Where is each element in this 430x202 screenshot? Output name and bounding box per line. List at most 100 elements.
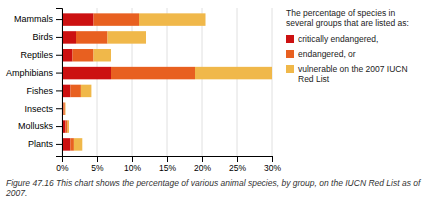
bar-series — [63, 13, 195, 150]
legend-swatch — [286, 35, 294, 43]
text-line: Figure 47.16 This chart shows the percen… — [6, 178, 422, 188]
grid — [62, 8, 272, 156]
bar — [63, 103, 64, 115]
bar — [76, 31, 108, 43]
text-line: 2007. — [5, 188, 27, 198]
bar — [81, 85, 92, 97]
x-tick-label: 20% — [194, 163, 211, 173]
bar-series — [65, 13, 272, 150]
y-tick-label: Fishes — [26, 86, 53, 96]
x-tick: 0% — [56, 156, 69, 173]
x-axis: 0%5%10%15%20%25%30% — [56, 156, 281, 173]
legend-text-group: critically endangered, — [298, 34, 378, 44]
legend-label: critically endangered, — [298, 34, 378, 44]
y-tick-mark — [56, 108, 62, 109]
x-tick-mark — [132, 156, 133, 162]
y-tick-mark — [56, 55, 62, 56]
bar — [62, 49, 73, 61]
y-tick: Fishes — [26, 86, 62, 96]
y-tick: Amphibians — [6, 68, 62, 78]
bar — [62, 67, 111, 79]
bar — [66, 120, 68, 132]
y-tick-mark — [56, 37, 62, 38]
legend-swatch — [286, 65, 294, 73]
y-tick: Plants — [28, 139, 62, 149]
y-tick-mark — [56, 19, 62, 20]
bar — [139, 13, 206, 25]
x-tick: 30% — [264, 156, 281, 173]
x-tick-mark — [202, 156, 203, 162]
y-tick-label: Amphibians — [6, 68, 54, 78]
grid-line — [237, 8, 238, 156]
x-tick: 10% — [124, 156, 141, 173]
legend-item: critically endangered, — [286, 34, 378, 44]
plot: 0%5%10%15%20%25%30%MammalsBirdsReptilesA… — [6, 8, 281, 173]
text-line: several groups that are listed as: — [286, 18, 409, 28]
bar — [62, 13, 94, 25]
y-tick: Insects — [24, 104, 62, 114]
x-tick-label: 0% — [56, 163, 69, 173]
bar — [195, 67, 272, 79]
legend-label: vulnerable on the 2007 IUCNRed List — [298, 64, 408, 84]
grid-line — [202, 8, 203, 156]
bar — [108, 31, 147, 43]
x-tick: 5% — [91, 156, 104, 173]
x-tick-mark — [237, 156, 238, 162]
x-axis-line — [63, 157, 273, 163]
y-tick: Mollusks — [18, 121, 62, 131]
legend-swatch — [286, 50, 294, 58]
text-line: Red List — [298, 74, 330, 84]
bar — [62, 85, 70, 97]
x-tick-mark — [167, 156, 168, 162]
x-tick-mark — [272, 156, 273, 162]
y-axis-line — [56, 9, 63, 157]
y-tick: Reptiles — [20, 50, 62, 60]
x-tick-label: 5% — [91, 163, 104, 173]
y-tick-mark — [56, 90, 62, 91]
bars — [62, 13, 272, 150]
y-tick-mark — [56, 144, 62, 145]
legend-intro: The percentage of species inseveral grou… — [286, 8, 409, 28]
grid-line — [132, 8, 133, 156]
text-line: endangered, or — [298, 49, 356, 59]
grid-line — [97, 8, 98, 156]
y-tick: Mammals — [14, 14, 62, 24]
y-tick-mark — [56, 73, 62, 74]
y-axis: Mammals Birds Reptiles Amphibians Fishes Inse… — [6, 9, 63, 157]
y-tick-mark — [56, 126, 62, 127]
legend: The percentage of species inseveral grou… — [286, 8, 409, 84]
legend-text-group: vulnerable on the 2007 IUCNRed List — [298, 64, 408, 84]
bar — [68, 120, 69, 132]
bar — [62, 138, 70, 150]
bar — [94, 13, 140, 25]
y-tick-label: Reptiles — [20, 50, 53, 60]
bar — [74, 138, 82, 150]
y-tick-label: Plants — [28, 139, 54, 149]
x-tick-label: 30% — [264, 163, 281, 173]
bar — [111, 67, 195, 79]
bar-series — [62, 13, 111, 150]
bar — [70, 85, 81, 97]
x-tick-label: 25% — [229, 163, 246, 173]
y-tick-label: Birds — [32, 32, 53, 42]
y-tick-label: Insects — [24, 104, 53, 114]
legend-label: endangered, or — [298, 49, 356, 59]
y-tick: Birds — [32, 32, 62, 42]
legend-item: endangered, or — [286, 49, 356, 59]
text-line: critically endangered, — [298, 34, 378, 44]
x-tick: 25% — [229, 156, 246, 173]
y-tick-label: Mollusks — [18, 121, 54, 131]
text-line: vulnerable on the 2007 IUCN — [298, 64, 408, 74]
caption-group: Figure 47.16 This chart shows the percen… — [5, 178, 422, 198]
x-tick: 20% — [194, 156, 211, 173]
text-line: The percentage of species in — [286, 8, 395, 18]
x-tick-label: 10% — [124, 163, 141, 173]
grid-line — [167, 8, 168, 156]
legend-text-group: endangered, or — [298, 49, 356, 59]
grid-line — [272, 8, 273, 156]
y-tick-label: Mammals — [14, 14, 54, 24]
bar — [73, 49, 94, 61]
caption: Figure 47.16 This chart shows the percen… — [5, 178, 422, 198]
bar — [94, 49, 112, 61]
bar — [64, 103, 66, 115]
